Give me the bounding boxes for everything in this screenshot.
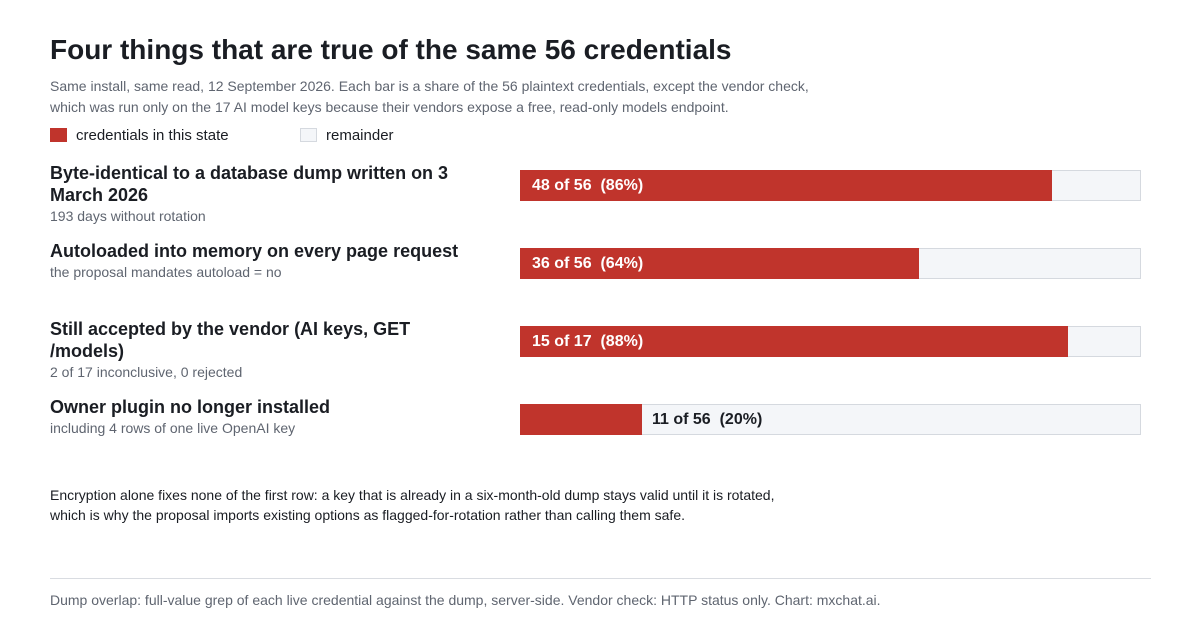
chart-footer: Dump overlap: full-value grep of each li… xyxy=(50,592,881,608)
bar-value-label: 48 of 56 (86%) xyxy=(532,177,644,194)
row-label: Owner plugin no longer installed xyxy=(50,397,331,417)
bar-fill xyxy=(520,404,642,435)
footer-divider xyxy=(50,578,1151,579)
row-sublabel: including 4 rows of one live OpenAI key xyxy=(50,420,296,436)
row-sublabel: 193 days without rotation xyxy=(50,208,206,224)
legend-label-remainder: remainder xyxy=(326,126,394,144)
bar-value-label: 15 of 17 (88%) xyxy=(532,333,644,350)
bar-fill xyxy=(520,248,919,279)
bar-fill xyxy=(520,326,1068,357)
bar-value-label: 36 of 56 (64%) xyxy=(532,255,644,272)
legend-item-filled: credentials in this state xyxy=(50,126,229,144)
chart-note: Encryption alone fixes none of the first… xyxy=(50,487,775,523)
bar-fill xyxy=(520,170,1052,201)
bar-value-label: 11 of 56 (20%) xyxy=(652,411,763,428)
row-label: Byte-identical to a database dump writte… xyxy=(50,163,449,205)
row-label: Still accepted by the vendor (AI keys, G… xyxy=(50,319,411,361)
legend-swatch-filled xyxy=(50,128,67,142)
legend-swatch-remainder xyxy=(300,128,317,142)
row-sublabel: 2 of 17 inconclusive, 0 rejected xyxy=(50,364,243,380)
row-label: Autoloaded into memory on every page req… xyxy=(50,241,459,261)
row-sublabel: the proposal mandates autoload = no xyxy=(50,264,282,280)
legend-label-filled: credentials in this state xyxy=(76,126,229,144)
chart-subtitle: Same install, same read, 12 September 20… xyxy=(50,78,809,115)
legend-item-remainder: remainder xyxy=(300,126,394,144)
chart-title: Four things that are true of the same 56… xyxy=(50,34,732,65)
